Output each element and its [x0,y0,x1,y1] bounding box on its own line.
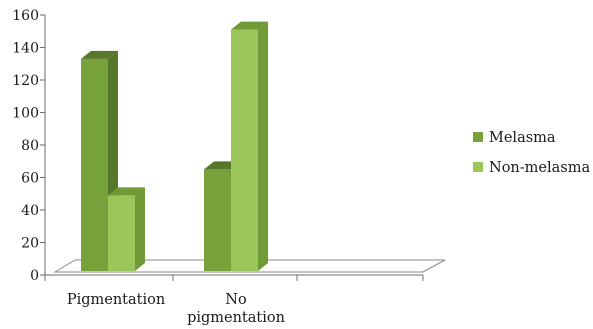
bar-top-face [231,21,268,30]
bar [231,21,268,271]
axis-labels: 0 20 40 60 80 100 120 140 160 Pigmentation No pigme… [12,8,285,326]
bar-top-face [81,50,118,59]
y-tick-label: 80 [21,138,39,154]
x-category-label: No pigmentation [187,292,285,326]
x-category-label: Pigmentation [67,292,165,308]
bar-top-face [108,187,145,196]
bar-front-face [108,195,135,271]
y-tick-label: 140 [12,41,39,57]
axes [40,14,424,281]
bars [81,21,268,271]
legend-label: Melasma [489,130,556,146]
legend-swatch [473,162,483,172]
bar-side-face [135,187,145,271]
bar-front-face [204,169,231,271]
bar-side-face [258,21,268,271]
bar [108,187,145,271]
y-tick-label: 100 [12,106,39,122]
legend-swatch [473,132,483,142]
y-tick-label: 0 [30,268,39,284]
y-tick-label: 20 [21,236,39,252]
bar-front-face [231,29,258,271]
legend-label: Non-melasma [489,160,590,176]
legend: Melasma Non-melasma [473,130,590,176]
y-tick-label: 60 [21,171,39,187]
y-tick-label: 40 [21,203,39,219]
x-category-label-line: No [225,292,246,308]
x-category-label-line: Pigmentation [67,292,165,308]
x-category-label-line: pigmentation [187,310,285,326]
y-tick-label: 160 [12,8,39,24]
y-tick-label: 120 [12,73,39,89]
bar-front-face [81,58,108,271]
